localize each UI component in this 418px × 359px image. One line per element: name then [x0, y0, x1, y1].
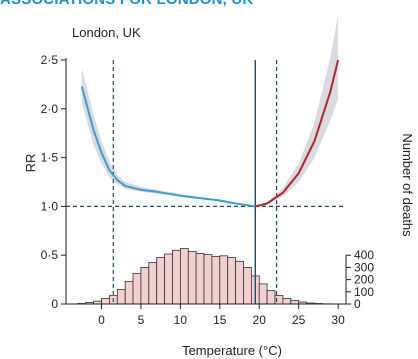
histogram-bar — [187, 251, 197, 305]
x-tick-label: 5 — [138, 313, 145, 327]
y2-tick-label: 400 — [354, 248, 374, 262]
x-tick-label: 0 — [98, 313, 105, 327]
x-tick-label: 30 — [331, 313, 345, 327]
x-axis-label: Temperature (°C) — [182, 343, 282, 358]
histogram-bar — [101, 298, 110, 305]
y-tick-label: 2·0 — [41, 102, 59, 116]
cold-rr-curve — [80, 86, 256, 208]
y-tick-label: 1·0 — [41, 199, 59, 213]
y2-tick-label: 300 — [354, 260, 374, 274]
histogram-bar — [148, 262, 158, 305]
y2-tick-label: 0 — [354, 297, 361, 311]
death-histogram — [77, 248, 339, 305]
x-tick-label: 10 — [174, 313, 188, 327]
histogram-bar — [195, 252, 205, 305]
y2-axis-label: Number of deaths — [400, 133, 415, 237]
histogram-bar — [140, 266, 150, 305]
histogram-bar — [266, 290, 276, 305]
histogram-bar — [211, 255, 221, 305]
histogram-bar — [179, 248, 189, 305]
page-banner: ASSOCIATIONS FOR LONDON, UK — [0, 0, 253, 8]
ci-band-cold — [81, 67, 256, 207]
y-tick-label: 2·5 — [41, 53, 59, 67]
histogram-bar — [132, 273, 142, 305]
histogram-bar — [235, 260, 244, 305]
histogram-bar — [227, 257, 236, 305]
ci-band-heat — [255, 15, 339, 207]
y2-tick-label: 100 — [354, 285, 374, 299]
chart-title: London, UK — [72, 25, 141, 40]
y-tick-label: 0 — [51, 297, 58, 311]
x-tick-label: 15 — [213, 313, 227, 327]
heat-rr-curve — [255, 59, 340, 208]
x-tick-label: 20 — [253, 313, 267, 327]
histogram-bar — [282, 298, 292, 305]
histogram-bar — [243, 266, 252, 305]
histogram-bar — [164, 253, 173, 305]
y-tick-label: 0·5 — [41, 248, 59, 262]
confidence-band-layer — [81, 15, 339, 207]
histogram-bar — [258, 283, 268, 305]
histogram-bar — [290, 299, 300, 305]
histogram-bar — [172, 249, 181, 305]
rr-curves — [80, 59, 340, 208]
axes: 00·51·01·52·02·50 5 10 15 20 25 30010020030040… — [41, 53, 375, 327]
histogram-bar — [219, 255, 229, 305]
y-axis-label: RR — [23, 154, 38, 173]
guide-lines — [66, 60, 346, 304]
x-tick-label: 25 — [292, 313, 306, 327]
y2-tick-label: 200 — [354, 273, 374, 287]
histogram-bar — [124, 280, 134, 305]
y-tick-label: 1·5 — [41, 151, 59, 165]
histogram-bar — [203, 254, 213, 305]
histogram-bar — [116, 288, 126, 305]
histogram-bar — [156, 257, 165, 305]
